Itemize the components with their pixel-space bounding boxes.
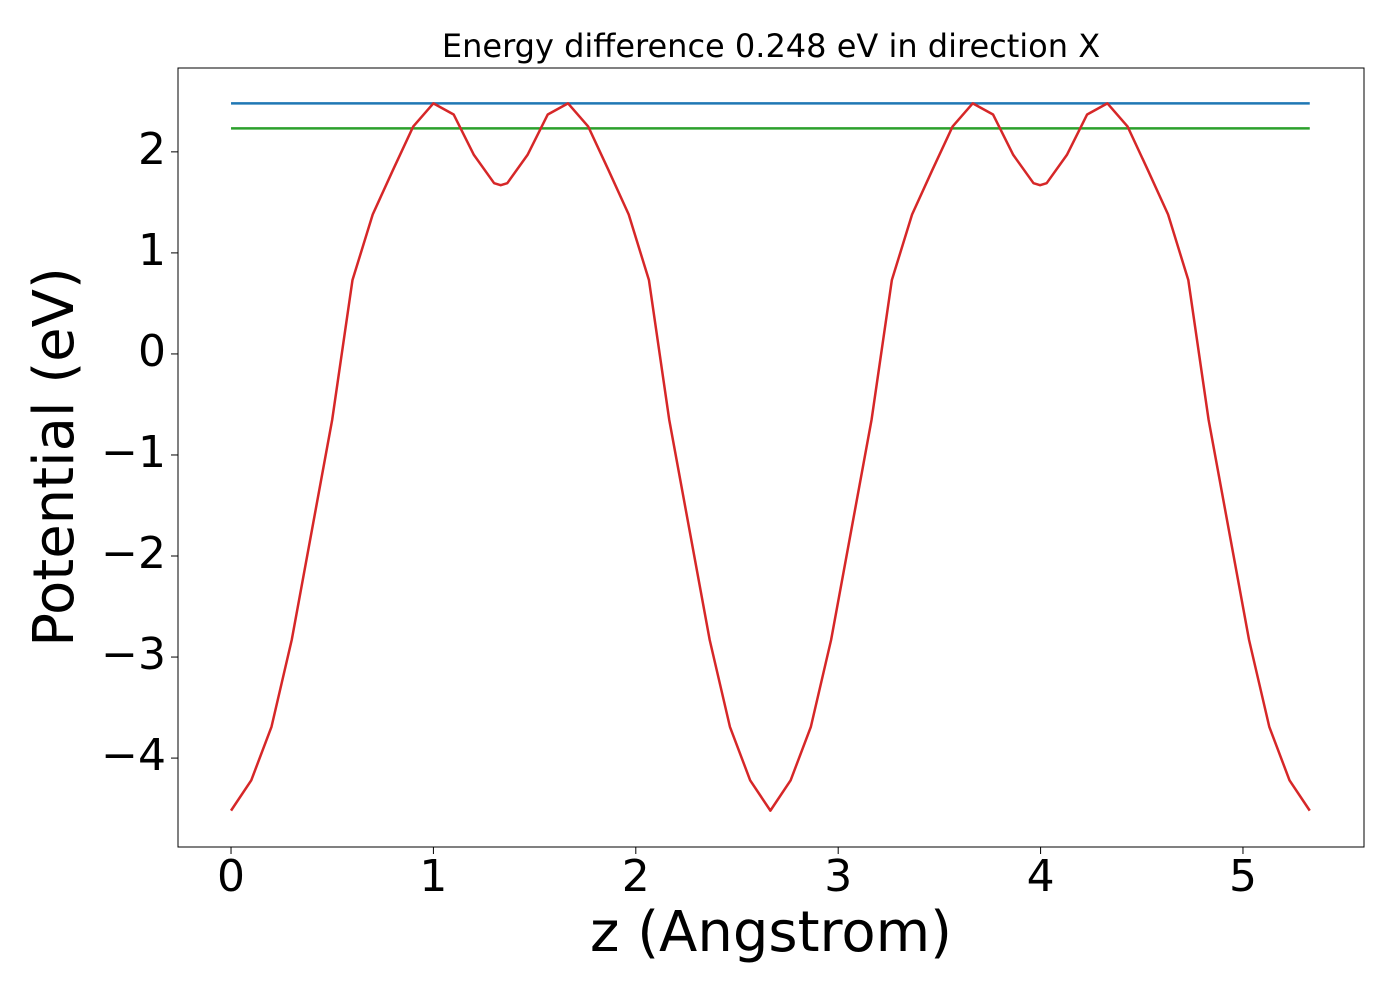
plot-frame [177, 67, 1365, 848]
y-tick-label: −3 [101, 629, 166, 680]
x-tick-label: 5 [1229, 851, 1257, 902]
y-tick-label: −4 [101, 730, 166, 781]
data-line [229, 102, 1311, 812]
chart-title: Energy difference 0.248 eV in direction … [442, 27, 1100, 65]
y-tick-label: 0 [138, 326, 166, 377]
y-tick-label: 2 [138, 124, 166, 175]
y-axis-label: Potential (eV) [22, 267, 87, 647]
x-axis-label: z (Angstrom) [590, 900, 952, 965]
x-tick-label: 2 [622, 851, 650, 902]
y-tick-label: 1 [138, 225, 166, 276]
x-tick-label: 1 [419, 851, 447, 902]
x-tick-label: 3 [824, 851, 852, 902]
y-tick-label: −2 [101, 528, 166, 579]
x-tick-label: 0 [217, 851, 245, 902]
y-tick-label: −1 [101, 427, 166, 478]
x-tick-label: 4 [1027, 851, 1055, 902]
